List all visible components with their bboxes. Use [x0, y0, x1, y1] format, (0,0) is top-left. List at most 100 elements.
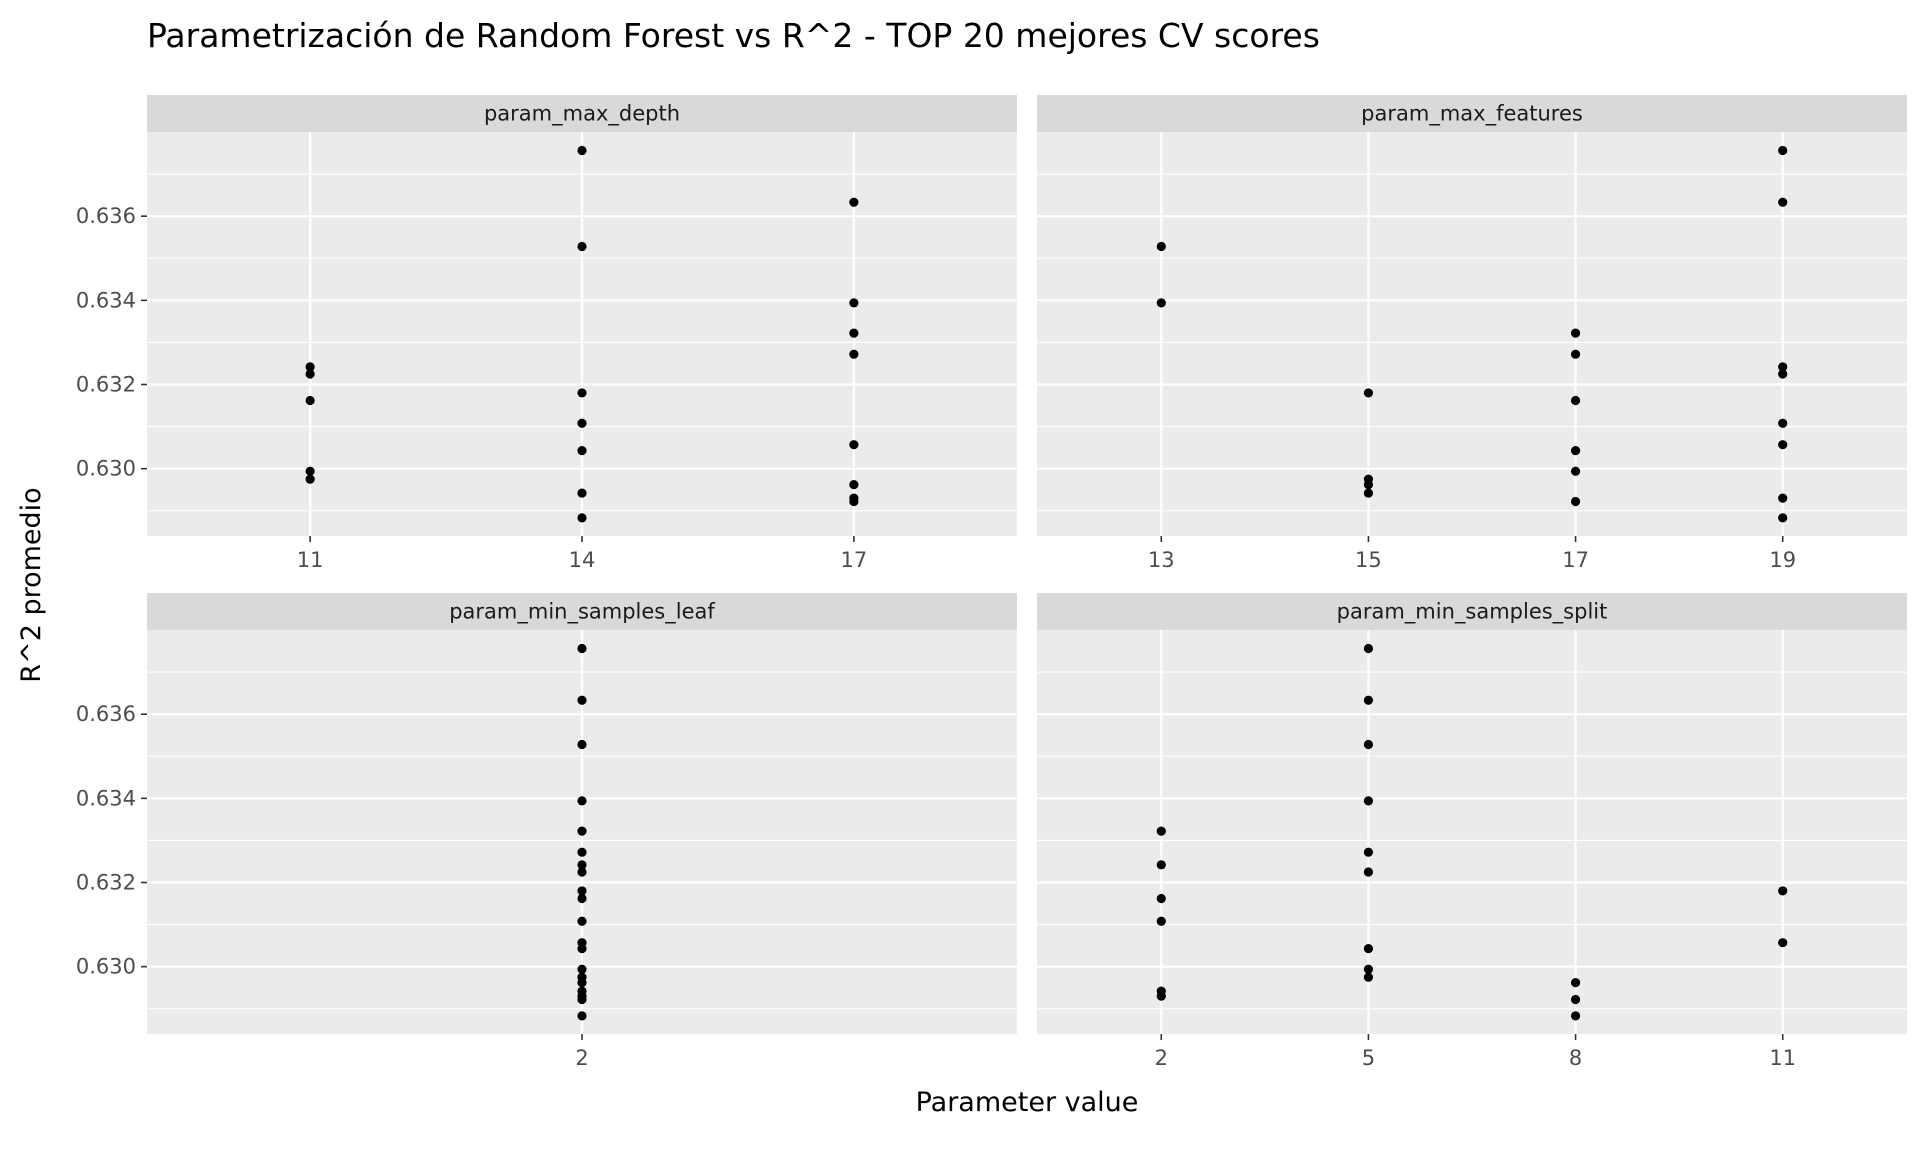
- data-point: [577, 418, 587, 428]
- data-point: [1570, 328, 1581, 338]
- data-point: [1570, 1011, 1581, 1021]
- facet-strip-label: param_max_features: [1361, 102, 1583, 127]
- data-point: [1363, 847, 1374, 857]
- data-point: [1156, 893, 1166, 904]
- data-point: [1570, 349, 1581, 359]
- data-point: [577, 860, 587, 870]
- data-point: [1363, 480, 1374, 490]
- data-point: [1363, 964, 1374, 974]
- data-point: [305, 395, 315, 406]
- facet-panel: param_min_samples_leaf 2 0.630 0.632 0.634 0.…: [76, 593, 1017, 1070]
- data-point: [577, 145, 587, 156]
- y-tick-label: 0.634: [76, 786, 136, 810]
- data-point: [1570, 994, 1581, 1005]
- data-point: [577, 241, 587, 252]
- data-point: [1778, 362, 1788, 372]
- facet-strip: [147, 593, 1017, 630]
- data-point: [1778, 938, 1788, 948]
- data-point: [577, 695, 587, 705]
- data-point: [1156, 298, 1166, 308]
- panel-background: [1037, 630, 1907, 1034]
- x-tick-label: 2: [1155, 1046, 1168, 1070]
- y-tick-label: 0.632: [76, 871, 136, 895]
- data-point: [577, 978, 587, 988]
- data-point: [1778, 418, 1788, 428]
- data-point: [1778, 513, 1788, 523]
- x-tick-label: 17: [1562, 548, 1589, 572]
- x-tick-label: 5: [1362, 1046, 1375, 1070]
- chart-title: Parametrización de Random Forest vs R^2 …: [147, 16, 1320, 55]
- data-point: [1570, 395, 1581, 406]
- data-point: [1778, 197, 1788, 207]
- data-point: [1363, 388, 1374, 398]
- facet-strip: [1037, 593, 1907, 630]
- data-point: [305, 474, 315, 484]
- data-point: [577, 916, 587, 926]
- data-point: [849, 440, 859, 450]
- facet-panel: param_max_depth 11 14 17 0.630 0.632 0.634 0.63…: [76, 95, 1017, 572]
- data-point: [849, 496, 859, 507]
- data-point: [849, 197, 859, 207]
- data-point: [1570, 496, 1581, 507]
- data-point: [1570, 466, 1581, 476]
- data-point: [305, 466, 315, 476]
- data-point: [849, 349, 859, 359]
- data-point: [577, 994, 587, 1005]
- y-tick-label: 0.630: [76, 457, 136, 481]
- data-point: [1156, 860, 1166, 870]
- data-point: [1363, 943, 1374, 954]
- data-point: [577, 886, 587, 896]
- x-tick-label: 17: [841, 548, 868, 572]
- data-point: [577, 943, 587, 954]
- data-point: [1363, 796, 1374, 806]
- facet-strip-label: param_min_samples_split: [1337, 600, 1608, 625]
- y-tick-label: 0.630: [76, 955, 136, 979]
- data-point: [577, 739, 587, 750]
- y-axis-title: R^2 promedio: [16, 487, 47, 682]
- data-point: [1363, 695, 1374, 705]
- data-point: [849, 298, 859, 308]
- data-point: [1363, 643, 1374, 654]
- data-point: [577, 847, 587, 857]
- data-point: [1156, 916, 1166, 926]
- y-tick-label: 0.636: [76, 204, 136, 228]
- facet-strip: [147, 95, 1017, 132]
- data-point: [577, 867, 587, 877]
- data-point: [1363, 488, 1374, 498]
- data-point: [849, 328, 859, 338]
- x-tick-label: 2: [575, 1046, 588, 1070]
- data-point: [305, 369, 315, 379]
- facet-strip: [1037, 95, 1907, 132]
- data-point: [1363, 972, 1374, 982]
- x-tick-label: 13: [1148, 548, 1175, 572]
- x-tick-label: 8: [1569, 1046, 1582, 1070]
- x-tick-label: 19: [1769, 548, 1796, 572]
- data-point: [1363, 867, 1374, 877]
- x-tick-label: 15: [1355, 548, 1382, 572]
- data-point: [1156, 991, 1166, 1001]
- data-point: [1363, 739, 1374, 750]
- y-tick-label: 0.632: [76, 373, 136, 397]
- x-axis-title: Parameter value: [916, 1087, 1139, 1118]
- data-point: [1778, 369, 1788, 379]
- data-point: [1156, 826, 1166, 836]
- data-point: [577, 643, 587, 654]
- data-point: [577, 388, 587, 398]
- facet-strip-label: param_min_samples_leaf: [449, 600, 715, 625]
- data-point: [577, 893, 587, 904]
- data-point: [1778, 493, 1788, 503]
- data-point: [577, 826, 587, 836]
- x-tick-label: 14: [569, 548, 596, 572]
- data-point: [1156, 241, 1166, 252]
- data-point: [577, 1011, 587, 1021]
- data-point: [1570, 445, 1581, 456]
- facet-strip-label: param_max_depth: [484, 102, 680, 127]
- data-point: [1778, 440, 1788, 450]
- data-point: [1778, 886, 1788, 896]
- facet-panels: param_max_depth 11 14 17 0.630 0.632 0.634 0.63…: [76, 95, 1907, 1070]
- data-point: [577, 513, 587, 523]
- facet-panel: param_min_samples_split 2 5 8 11: [1037, 593, 1907, 1070]
- data-point: [1778, 145, 1788, 156]
- data-point: [577, 796, 587, 806]
